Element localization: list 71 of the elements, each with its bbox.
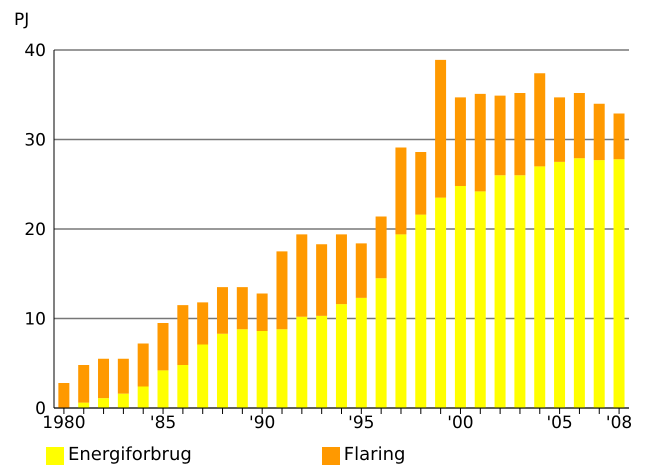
bar <box>395 148 406 234</box>
bar <box>474 191 486 408</box>
bar <box>415 152 426 215</box>
bar <box>158 370 168 408</box>
bar <box>58 382 70 408</box>
bar <box>514 175 526 408</box>
bar <box>514 92 526 176</box>
bar <box>594 160 605 408</box>
bar <box>454 97 466 186</box>
bar <box>138 344 149 387</box>
x-tick-label: '08 <box>606 413 632 434</box>
x-tick-label: '95 <box>348 413 374 434</box>
legend-label: Flaring <box>344 444 406 465</box>
bar <box>594 104 605 160</box>
bar <box>614 159 625 408</box>
bar <box>376 216 387 278</box>
legend-label: Energiforbrug <box>68 444 192 465</box>
bar <box>158 322 168 370</box>
bar <box>336 234 347 304</box>
bar <box>216 334 228 408</box>
bar <box>474 94 486 192</box>
x-tick-label: '90 <box>249 413 276 434</box>
bar <box>138 386 149 408</box>
bar <box>177 305 188 366</box>
bar <box>216 287 228 334</box>
bar <box>236 287 248 330</box>
bar <box>494 96 506 176</box>
x-tick-label: 1980 <box>42 413 86 434</box>
bar <box>78 365 90 403</box>
bar <box>356 298 367 408</box>
y-tick-label: 30 <box>24 130 46 151</box>
bar <box>554 97 566 162</box>
bar <box>534 166 546 408</box>
x-tick-label: '85 <box>150 413 176 434</box>
bar <box>435 198 446 408</box>
bar <box>614 114 625 160</box>
bar <box>574 158 585 408</box>
bar <box>236 329 248 408</box>
bar <box>256 331 268 408</box>
bar <box>118 394 129 408</box>
bar <box>554 162 566 408</box>
bar <box>276 251 288 330</box>
bar <box>494 175 506 408</box>
bar <box>454 186 466 408</box>
bar <box>336 304 347 408</box>
bar <box>78 402 90 408</box>
bar <box>574 92 585 158</box>
bar <box>177 365 188 408</box>
bar <box>197 344 208 408</box>
bar <box>197 302 208 344</box>
bar <box>415 214 426 408</box>
bar <box>376 278 387 408</box>
bar <box>435 60 446 198</box>
y-tick-label: 40 <box>24 41 46 62</box>
x-tick-label: '05 <box>546 413 573 434</box>
y-tick-label: 10 <box>24 310 46 330</box>
bar <box>98 398 110 408</box>
bar <box>296 234 308 317</box>
y-axis-title: PJ <box>14 10 30 30</box>
bar <box>534 73 546 166</box>
bar <box>395 234 406 408</box>
bar <box>98 358 110 398</box>
bar <box>118 358 129 394</box>
y-tick-label: 20 <box>24 220 46 240</box>
bar <box>256 293 268 332</box>
bar <box>316 244 328 316</box>
bar <box>316 316 328 408</box>
x-tick-label: '00 <box>447 413 474 434</box>
bar <box>296 316 308 408</box>
bar <box>356 243 367 298</box>
bar <box>276 329 288 408</box>
